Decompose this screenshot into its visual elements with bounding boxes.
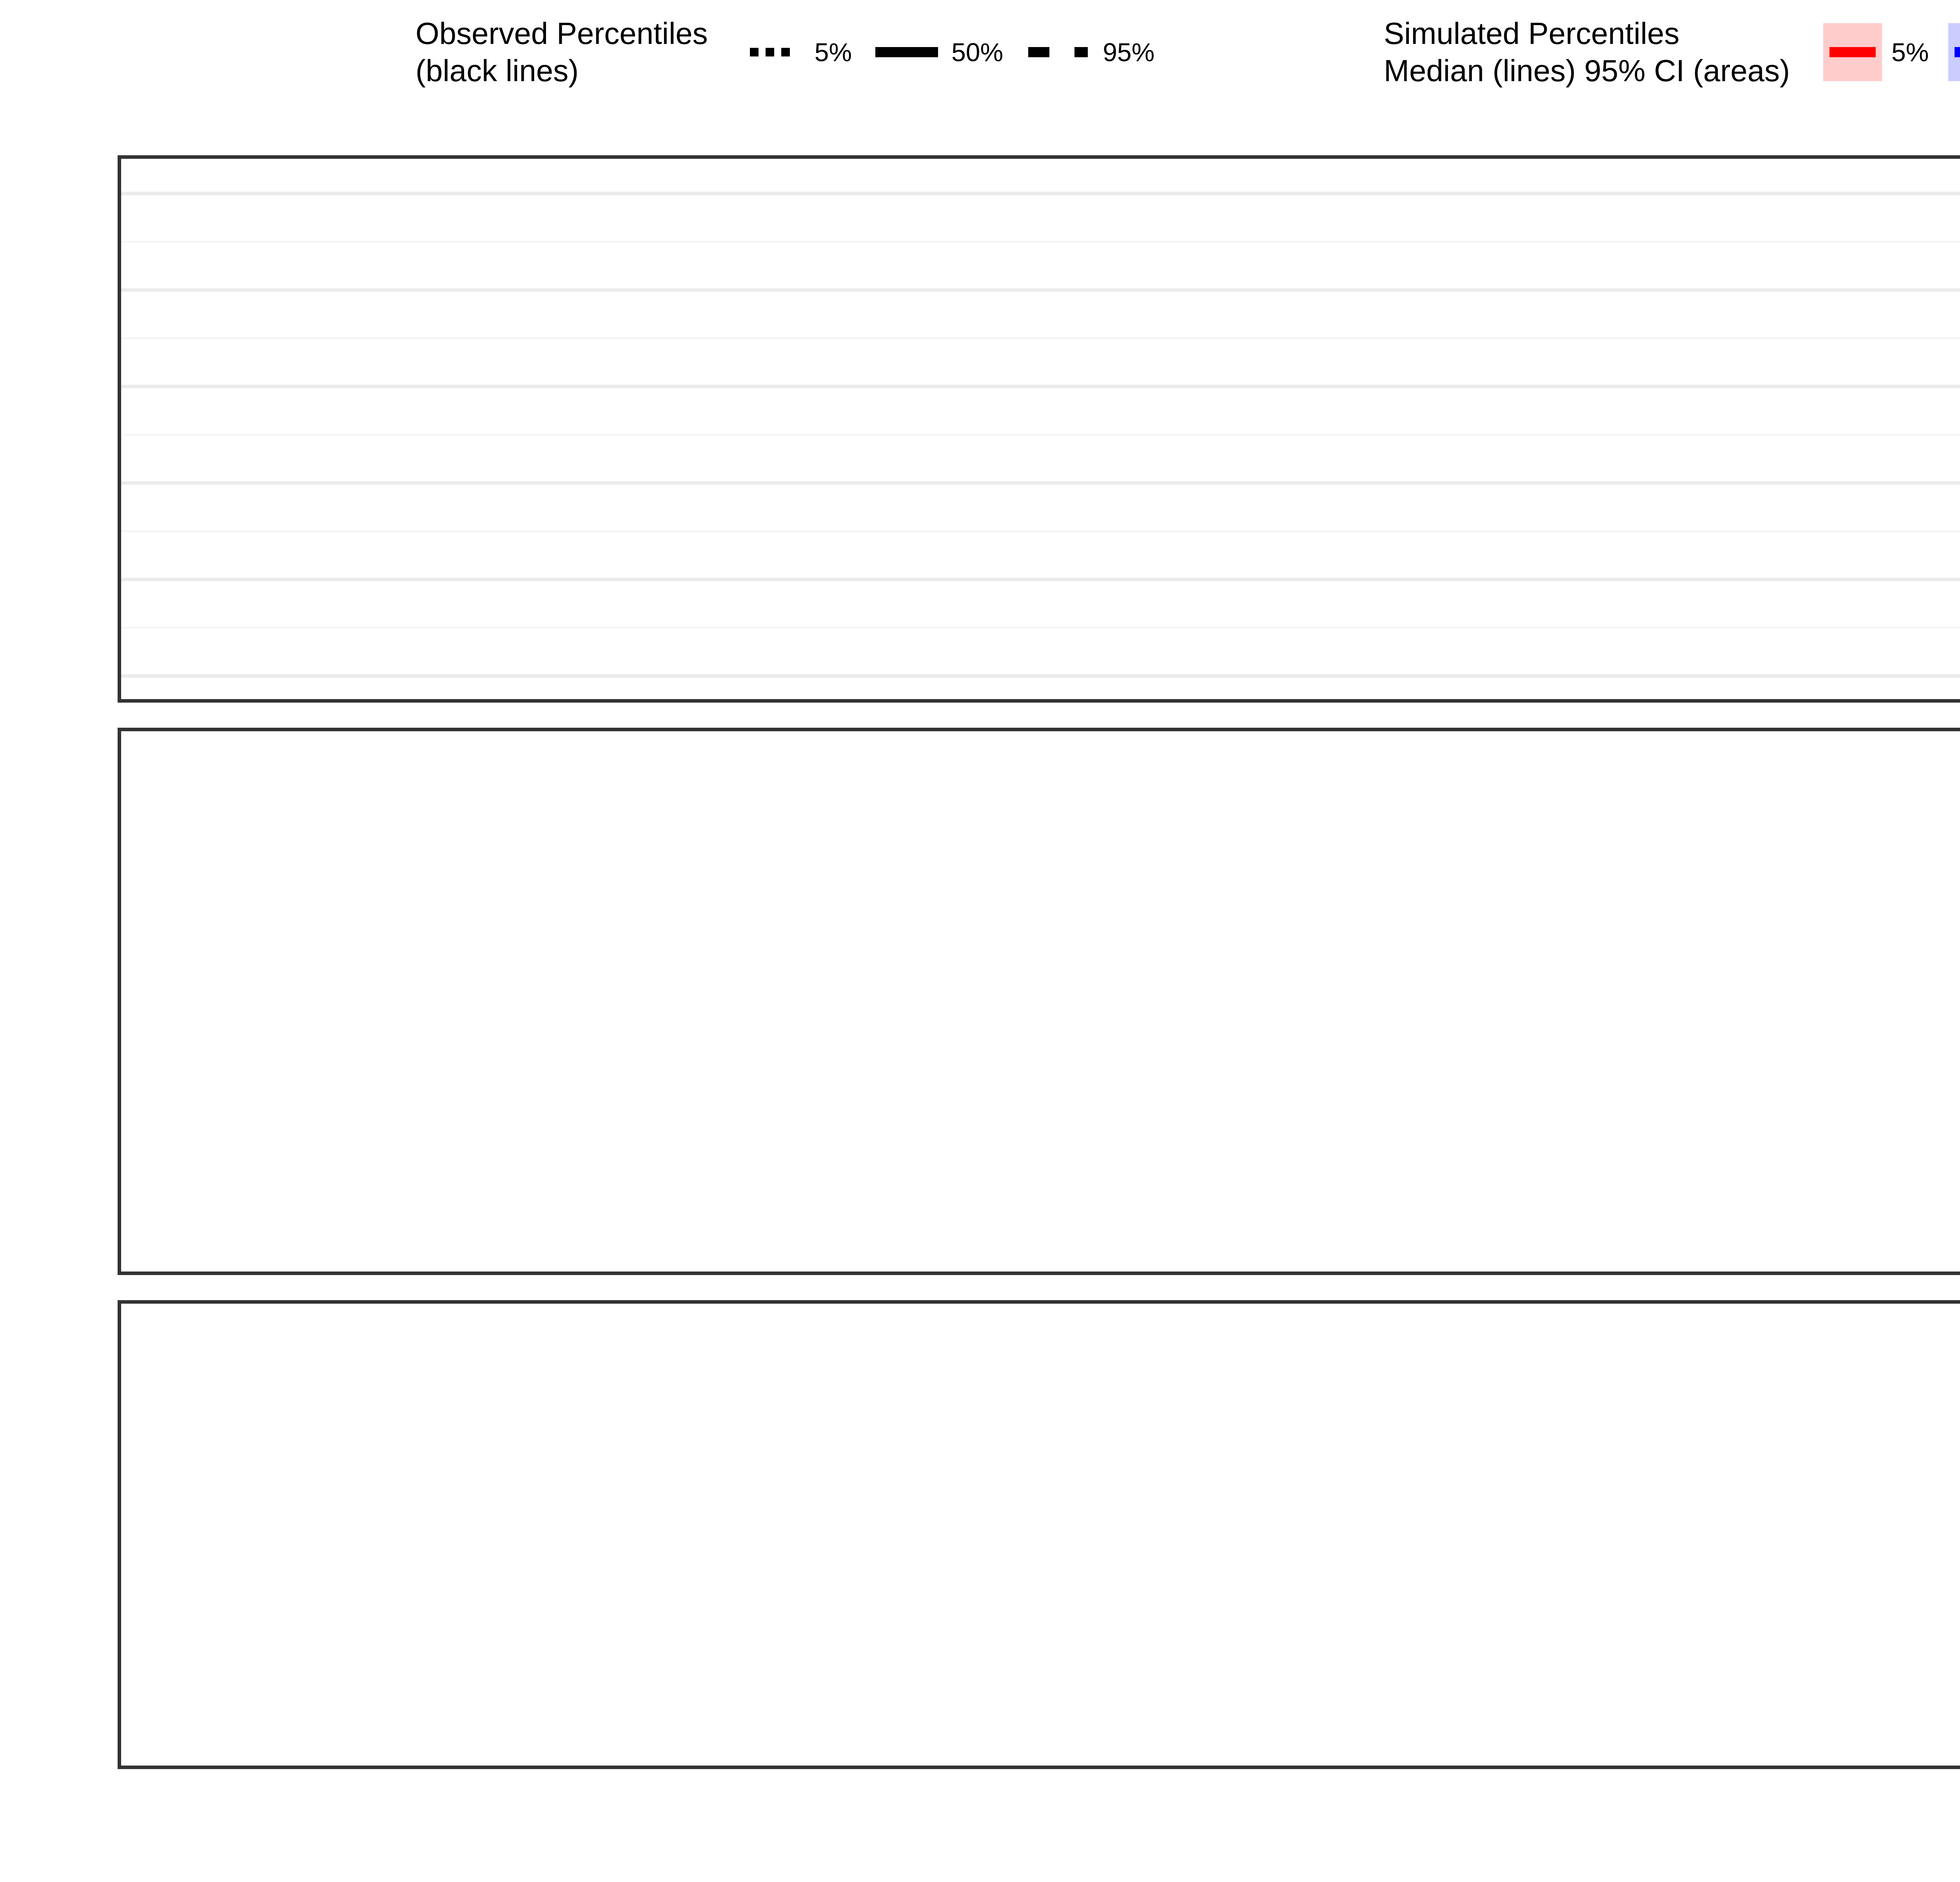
dashed-line-icon xyxy=(1023,31,1093,73)
plot-area-q095 xyxy=(121,159,1960,699)
red-area-swatch-icon xyxy=(1823,23,1882,82)
legend-observed-keys: 5% 50% 95% xyxy=(731,31,1171,73)
legend-key-simulated-5-label: 5% xyxy=(1891,38,1929,67)
figure-legend: Observed Percentiles (black lines) 5% 50% xyxy=(0,0,1960,129)
facet-panel-q095 xyxy=(118,155,1960,703)
legend-observed-title: Observed Percentiles (black lines) xyxy=(416,15,708,89)
plot-area-q005 xyxy=(121,1304,1960,1766)
blue-area-swatch-icon xyxy=(1948,23,1960,82)
legend-key-observed-95[interactable]: 95% xyxy=(1023,31,1170,73)
facet-panel-q005 xyxy=(118,1300,1960,1769)
dotted-line-icon xyxy=(735,31,805,73)
legend-observed-title-line2: (black lines) xyxy=(416,53,579,88)
gridlines xyxy=(121,192,1960,678)
legend-key-simulated-5[interactable]: 5% xyxy=(1823,23,1944,82)
legend-simulated-keys: 5% 50% 95% xyxy=(1819,23,1960,82)
legend-key-observed-5-label: 5% xyxy=(814,38,852,67)
legend-observed-title-line1: Observed Percentiles xyxy=(416,16,708,51)
facet-panel-q05 xyxy=(118,728,1960,1275)
legend-simulated-title-line1: Simulated Percentiles xyxy=(1384,16,1680,51)
legend-key-observed-95-label: 95% xyxy=(1103,38,1155,67)
legend-simulated: Simulated Percentiles Median (lines) 95% … xyxy=(1384,15,1960,89)
solid-line-icon xyxy=(871,31,942,73)
legend-observed: Observed Percentiles (black lines) 5% 50% xyxy=(416,15,1170,89)
legend-key-simulated-50[interactable]: 50% xyxy=(1948,23,1960,82)
legend-key-observed-5[interactable]: 5% xyxy=(735,31,867,73)
legend-simulated-title: Simulated Percentiles Median (lines) 95% … xyxy=(1384,15,1790,89)
plot-area-q05 xyxy=(121,731,1960,1272)
legend-key-observed-50[interactable]: 50% xyxy=(871,31,1019,73)
legend-key-observed-50-label: 50% xyxy=(951,38,1004,67)
legend-simulated-title-line2: Median (lines) 95% CI (areas) xyxy=(1384,53,1790,88)
